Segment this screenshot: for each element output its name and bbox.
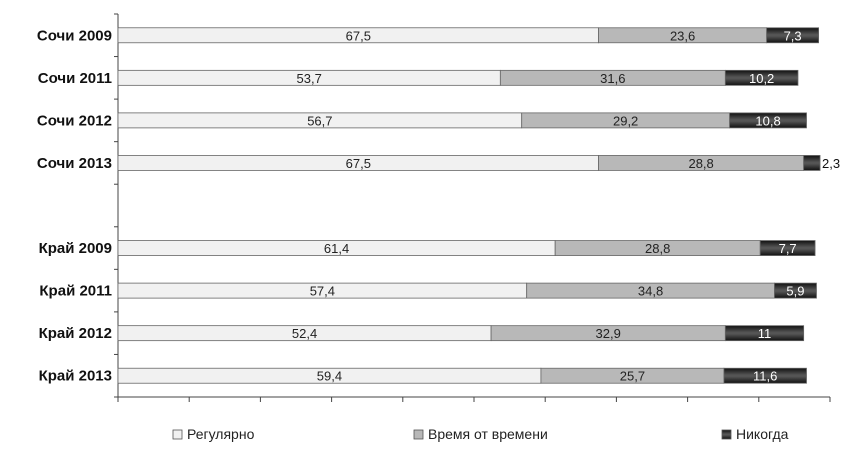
legend-label: Никогда xyxy=(736,426,789,442)
legend-swatch xyxy=(721,429,732,440)
data-label: 10,2 xyxy=(749,71,774,86)
category-label: Сочи 2013 xyxy=(37,155,112,172)
data-label: 2,3 xyxy=(822,156,840,171)
data-label: 28,8 xyxy=(688,156,713,171)
category-label: Край 2009 xyxy=(39,240,112,257)
bar-segment xyxy=(729,112,807,129)
legend-item: Никогда xyxy=(721,426,789,442)
data-label: 7,7 xyxy=(779,241,797,256)
data-label: 34,8 xyxy=(638,284,663,299)
category-label: Сочи 2011 xyxy=(38,70,112,87)
bar-segment xyxy=(724,69,799,86)
legend-label: Время от времени xyxy=(428,426,548,442)
data-label: 31,6 xyxy=(600,71,625,86)
legend-swatch xyxy=(172,429,183,440)
legend-item: Время от времени xyxy=(413,426,548,442)
data-label: 25,7 xyxy=(620,369,645,384)
data-label: 11,6 xyxy=(753,369,777,384)
bar-segment xyxy=(759,240,816,256)
legend-swatch xyxy=(413,429,424,440)
category-label: Сочи 2009 xyxy=(37,27,112,44)
legend-label: Регулярно xyxy=(187,426,255,442)
category-label: Край 2012 xyxy=(39,325,112,342)
data-label: 57,4 xyxy=(310,284,335,299)
legend: Регулярно Время от времени Никогда xyxy=(172,426,789,442)
data-label: 52,4 xyxy=(292,326,317,341)
data-label: 59,4 xyxy=(317,369,342,384)
data-label: 10,8 xyxy=(755,113,780,128)
category-label: Край 2013 xyxy=(39,368,112,385)
bar-segment xyxy=(724,325,805,342)
category-label: Край 2011 xyxy=(39,283,112,300)
bars xyxy=(117,27,821,384)
data-label: 23,6 xyxy=(670,28,695,43)
bar-segment xyxy=(803,155,821,171)
bar-segment xyxy=(774,282,817,299)
data-label: 53,7 xyxy=(297,71,322,86)
data-label: 67,5 xyxy=(346,28,371,43)
category-labels: Сочи 2009 Сочи 2011 Сочи 2012 Сочи 2013 Край… xyxy=(37,27,112,384)
category-label: Сочи 2012 xyxy=(37,112,112,129)
bar-segment xyxy=(723,367,807,384)
data-label: 29,2 xyxy=(613,113,638,128)
data-label: 32,9 xyxy=(596,326,621,341)
bar-labels: 67,5 23,6 7,3 53,7 31,6 10,2 56,7 29,2 10,8 67,5 2… xyxy=(292,28,840,383)
data-label: 56,7 xyxy=(307,113,332,128)
legend-item: Регулярно xyxy=(172,426,255,442)
data-label: 7,3 xyxy=(784,28,802,43)
data-label: 67,5 xyxy=(346,156,371,171)
data-label: 11 xyxy=(758,326,772,341)
bar-segment xyxy=(766,27,820,44)
data-label: 5,9 xyxy=(786,284,804,299)
data-label: 28,8 xyxy=(645,241,670,256)
data-label: 61,4 xyxy=(324,241,349,256)
